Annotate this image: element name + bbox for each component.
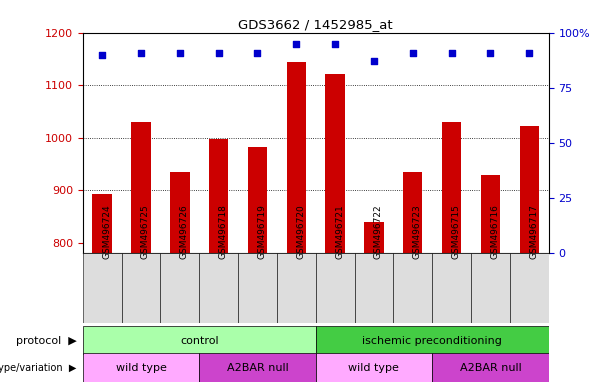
Bar (248, 147, 267, 253)
Text: genotype/variation  ▶: genotype/variation ▶ (0, 362, 77, 373)
Text: GSM496724: GSM496724 (102, 204, 111, 259)
Point (253, 50, 262, 56)
Bar (199, 253, 238, 323)
Point (408, 50, 417, 56)
Bar (316, 253, 354, 323)
Text: GSM496721: GSM496721 (335, 204, 344, 259)
Bar (131, 122, 151, 253)
Bar (93, 194, 112, 253)
Text: GSM496725: GSM496725 (141, 204, 150, 259)
Bar (432, 253, 471, 323)
Bar (83, 253, 121, 323)
Text: GSM496722: GSM496722 (374, 204, 383, 259)
Bar (199, 353, 316, 382)
Bar (121, 253, 161, 323)
Bar (510, 253, 549, 323)
Text: GSM496718: GSM496718 (219, 204, 227, 259)
Text: GSM496719: GSM496719 (257, 204, 267, 259)
Text: GSM496716: GSM496716 (490, 204, 500, 259)
Text: A2BAR null: A2BAR null (227, 362, 288, 373)
Bar (481, 175, 500, 253)
Point (330, 41, 340, 47)
Text: GSM496717: GSM496717 (529, 204, 538, 259)
Bar (354, 253, 394, 323)
Bar (394, 253, 432, 323)
Bar (519, 126, 539, 253)
Text: wild type: wild type (349, 362, 399, 373)
Bar (471, 253, 510, 323)
Bar (170, 172, 189, 253)
Text: GSM496726: GSM496726 (180, 204, 189, 259)
Bar (83, 353, 199, 382)
Bar (209, 139, 228, 253)
Bar (316, 353, 432, 382)
Bar (432, 353, 549, 382)
Bar (277, 253, 316, 323)
Point (447, 50, 457, 56)
Point (369, 58, 379, 65)
Bar (364, 222, 384, 253)
Bar (83, 326, 316, 355)
Point (214, 50, 224, 56)
Title: GDS3662 / 1452985_at: GDS3662 / 1452985_at (238, 18, 393, 31)
Text: GSM496720: GSM496720 (296, 204, 305, 259)
Bar (238, 253, 277, 323)
Text: A2BAR null: A2BAR null (460, 362, 521, 373)
Bar (403, 172, 422, 253)
Bar (287, 61, 306, 253)
Point (175, 50, 185, 56)
Text: wild type: wild type (116, 362, 166, 373)
Bar (326, 74, 345, 253)
Point (97, 52, 107, 58)
Text: control: control (180, 336, 219, 346)
Point (524, 50, 534, 56)
Point (291, 41, 301, 47)
Text: protocol  ▶: protocol ▶ (16, 336, 77, 346)
Point (485, 50, 495, 56)
Point (136, 50, 146, 56)
Bar (316, 326, 549, 355)
Text: GSM496723: GSM496723 (413, 204, 422, 259)
Bar (161, 253, 199, 323)
Text: GSM496715: GSM496715 (452, 204, 460, 259)
Bar (442, 122, 462, 253)
Text: ischemic preconditioning: ischemic preconditioning (362, 336, 502, 346)
